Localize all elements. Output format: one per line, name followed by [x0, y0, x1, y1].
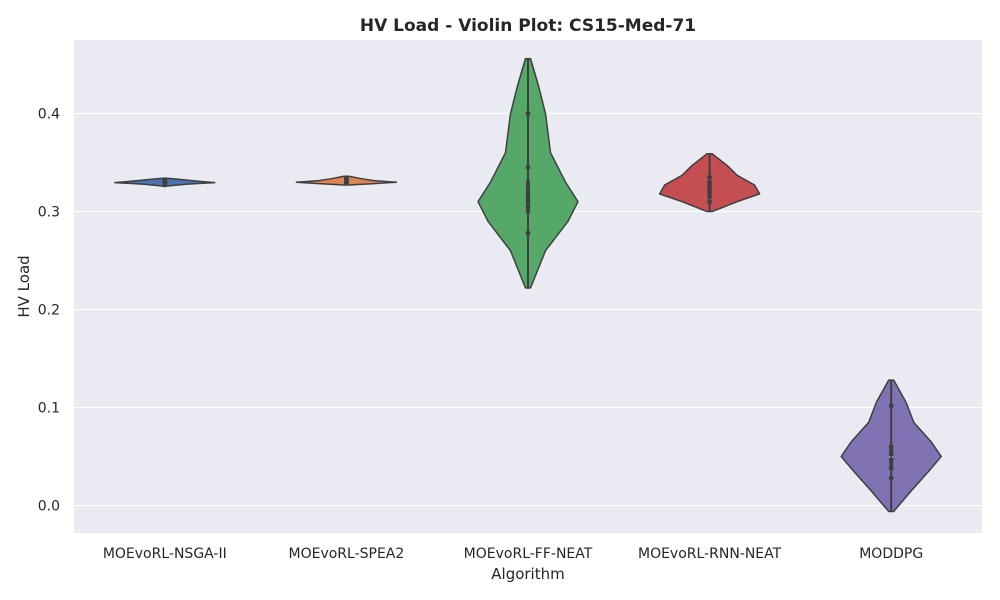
x-tick-label: MOEvoRL-NSGA-II — [103, 546, 227, 562]
y-tick-labels: 0.0 0.1 0.2 0.3 0.4 — [38, 107, 60, 515]
data-point — [707, 194, 712, 200]
data-point — [707, 174, 712, 180]
x-axis-label: Algorithm — [491, 565, 564, 583]
data-point — [525, 199, 531, 205]
data-point — [344, 175, 349, 181]
data-point — [525, 209, 531, 214]
violin-group — [840, 379, 942, 513]
violin-group — [658, 152, 761, 213]
chart-title: HV Load - Violin Plot: CS15-Med-71 — [360, 16, 696, 36]
data-point — [888, 465, 894, 471]
data-point — [525, 165, 531, 170]
data-point — [707, 199, 712, 205]
violin-group — [477, 57, 579, 289]
data-point — [888, 475, 894, 481]
x-tick-label: MOEvoRL-RNN-NEAT — [638, 546, 782, 562]
data-point — [162, 177, 168, 183]
data-point — [707, 184, 712, 190]
violin-group — [295, 175, 398, 186]
data-point — [525, 204, 531, 210]
y-tick-label: 0.0 — [38, 499, 60, 515]
y-tick-label: 0.4 — [38, 107, 60, 123]
data-point — [525, 194, 531, 200]
x-tick-label: MOEvoRL-SPEA2 — [289, 546, 405, 562]
data-point — [525, 230, 531, 236]
y-tick-label: 0.2 — [38, 303, 60, 319]
violins — [114, 57, 942, 513]
data-point — [888, 444, 894, 450]
data-point — [888, 457, 894, 462]
data-point — [888, 403, 894, 408]
x-tick-labels: MOEvoRL-NSGA-II MOEvoRL-SPEA2 MOEvoRL-FF-N… — [103, 546, 923, 562]
y-tick-label: 0.1 — [38, 401, 60, 417]
data-point — [888, 452, 894, 457]
data-point — [707, 179, 712, 185]
x-tick-label: MODDPG — [859, 546, 923, 562]
y-tick-label: 0.3 — [38, 205, 60, 221]
x-tick-label: MOEvoRL-FF-NEAT — [464, 546, 593, 562]
y-axis-label: HV Load — [15, 255, 33, 317]
violin-group — [114, 177, 216, 188]
data-point — [525, 111, 531, 116]
